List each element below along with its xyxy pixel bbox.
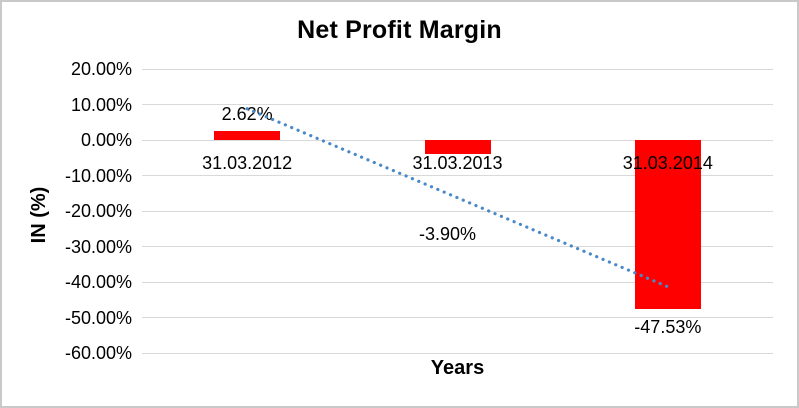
data-label: -47.53% [634,316,702,337]
category-label: 31.03.2012 [202,153,293,173]
data-label: -3.90% [418,224,477,244]
y-axis-tick-label: 0.00% [80,130,132,150]
gridline [142,352,773,354]
y-axis-tick-label: -20.00% [64,201,132,221]
x-axis-title: Years [430,357,485,379]
gridline [142,104,773,105]
bar [424,140,491,154]
y-axis-tick-label: -50.00% [64,307,132,328]
y-axis-tick-label: -30.00% [64,236,132,257]
category-label: 31.03.2013 [412,153,503,173]
category-label: 31.03.2014 [622,153,713,173]
y-axis-tick-label: -60.00% [64,343,132,363]
y-axis-tick-label: -40.00% [64,272,132,292]
data-label: 2.62% [221,103,273,124]
gridline [142,317,773,318]
y-axis-tick-label: -10.00% [64,165,132,186]
chart-title: Net Profit Margin [297,16,502,44]
y-axis-tick-label: 20.00% [70,59,132,79]
gridline [142,68,773,70]
y-axis-tick-label: 10.00% [70,94,132,115]
bar [214,130,281,140]
